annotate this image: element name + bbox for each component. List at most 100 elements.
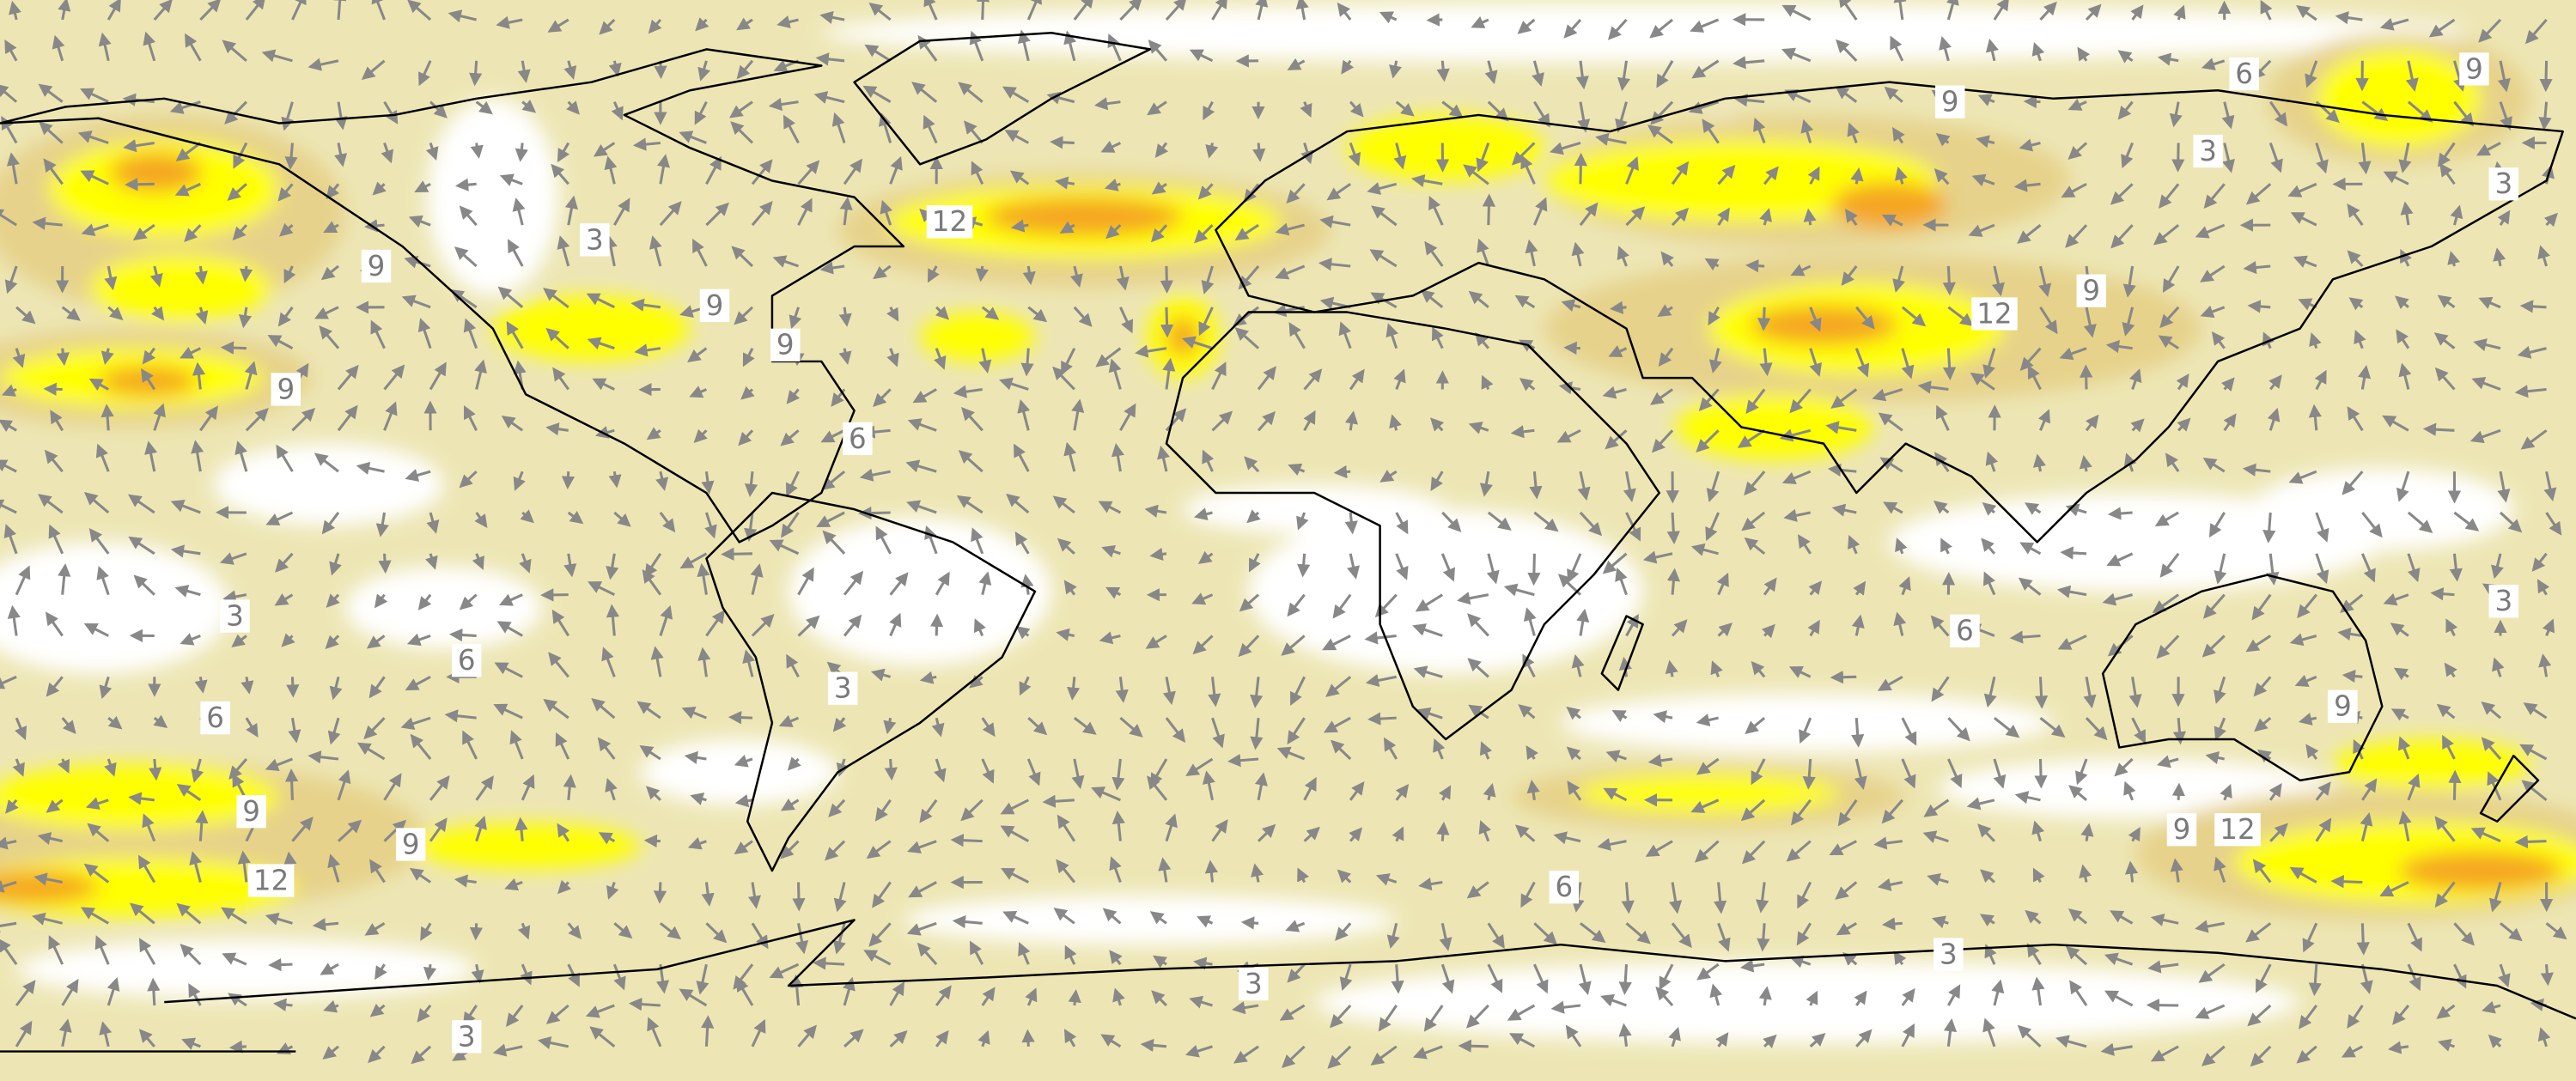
- wind-arrow: [786, 653, 800, 678]
- wind-arrow: [1602, 386, 1627, 399]
- wind-arrow: [786, 388, 801, 404]
- wind-arrow: [843, 614, 862, 637]
- wind-arrow: [381, 142, 394, 164]
- wind-arrow: [1577, 471, 1591, 501]
- wind-arrow: [731, 246, 754, 268]
- wind-arrow: [1947, 717, 1970, 742]
- wind-arrow: [1836, 39, 1858, 62]
- wind-arrow: [2102, 592, 2133, 606]
- wind-arrow: [750, 563, 764, 595]
- wind-arrow: [61, 306, 81, 321]
- wind-arrow: [281, 633, 295, 647]
- wind-arrow: [372, 181, 387, 196]
- wind-arrow: [736, 59, 754, 80]
- wind-arrow: [513, 471, 526, 491]
- wind-arrow: [2400, 248, 2412, 267]
- wind-arrow: [2542, 618, 2555, 637]
- wind-arrow: [2019, 542, 2042, 556]
- wind-arrow: [2543, 212, 2558, 228]
- wind-arrow: [599, 18, 616, 35]
- wind-arrow: [880, 199, 893, 226]
- wind-arrow: [1111, 442, 1125, 472]
- wind-arrow: [653, 882, 667, 904]
- wind-arrow: [1389, 414, 1402, 431]
- wind-arrow: [2342, 471, 2364, 495]
- wind-arrow: [374, 593, 388, 609]
- wind-arrow: [1240, 916, 1259, 930]
- wind-arrow: [2031, 41, 2045, 62]
- wind-arrow: [1160, 307, 1174, 338]
- wind-arrow: [563, 553, 577, 578]
- wind-arrow: [1063, 30, 1077, 62]
- wind-arrow: [2128, 368, 2142, 390]
- wind-arrow: [592, 378, 615, 391]
- wind-arrow: [1665, 659, 1678, 677]
- wind-arrow: [2173, 4, 2186, 21]
- wind-arrow: [1708, 348, 1722, 373]
- wind-arrow: [1607, 18, 1628, 40]
- wind-arrow: [1487, 511, 1512, 531]
- wind-arrow: [1808, 580, 1823, 596]
- wind-arrow: [789, 307, 802, 330]
- wind-arrow: [1476, 142, 1490, 173]
- wind-arrow: [695, 17, 709, 32]
- wind-arrow: [1745, 388, 1766, 415]
- wind-arrow: [1344, 410, 1359, 431]
- wind-arrow: [2497, 210, 2511, 226]
- wind-arrow: [459, 471, 478, 489]
- wind-arrow: [1484, 60, 1498, 85]
- wind-arrow: [1052, 495, 1075, 514]
- wind-arrow: [1733, 56, 1765, 70]
- wind-arrow: [634, 343, 661, 357]
- wind-arrow: [1853, 580, 1867, 596]
- wind-arrow: [418, 60, 432, 87]
- wind-arrow: [1892, 265, 1906, 293]
- contour-label: 6: [458, 644, 476, 677]
- wind-arrow: [1704, 258, 1720, 271]
- wind-arrow: [2287, 182, 2317, 197]
- wind-arrow: [2469, 428, 2501, 444]
- wind-arrow: [2067, 142, 2088, 160]
- wind-arrow: [2200, 264, 2226, 282]
- wind-arrow: [2499, 511, 2523, 533]
- wind-arrow: [1332, 593, 1352, 619]
- contour-label: 12: [1976, 297, 2012, 330]
- wind-arrow: [2430, 587, 2455, 601]
- wind-arrow: [123, 139, 155, 153]
- wind-arrow: [2171, 143, 2185, 173]
- wind-arrow: [472, 553, 484, 570]
- wind-arrow: [429, 100, 448, 118]
- wind-arrow: [323, 221, 339, 234]
- wind-arrow: [1893, 611, 1907, 636]
- wind-arrow: [1255, 0, 1269, 21]
- wind-arrow: [870, 668, 892, 682]
- wind-arrow: [2130, 418, 2145, 433]
- wind-arrow: [2537, 245, 2550, 267]
- wind-arrow: [1475, 331, 1490, 349]
- wind-arrow: [464, 405, 478, 431]
- wind-arrow: [956, 495, 984, 514]
- wind-arrow: [327, 717, 341, 745]
- wind-arrow: [1993, 716, 2020, 738]
- wind-arrow: [1991, 265, 2005, 297]
- wind-arrow: [2152, 593, 2180, 614]
- wind-arrow: [2243, 260, 2271, 275]
- wind-arrow: [2162, 265, 2180, 294]
- wind-arrow: [751, 613, 775, 637]
- wind-arrow: [1050, 136, 1075, 149]
- wind-arrow: [1827, 463, 1857, 477]
- wind-arrow: [781, 512, 800, 538]
- wind-arrow: [1395, 100, 1415, 117]
- wind-arrow: [2159, 552, 2180, 578]
- wind-arrow: [1290, 676, 1306, 706]
- wind-arrow: [2083, 677, 2097, 709]
- wind-arrow: [2448, 769, 2462, 800]
- wind-arrow: [1618, 964, 1632, 995]
- wind-arrow: [1854, 348, 1870, 378]
- wind-arrow: [267, 335, 294, 349]
- wind-arrow: [1415, 593, 1444, 612]
- wind-arrow: [191, 440, 204, 472]
- wind-arrow: [705, 155, 722, 185]
- wind-arrow: [705, 202, 729, 227]
- wind-arrow: [1901, 348, 1915, 380]
